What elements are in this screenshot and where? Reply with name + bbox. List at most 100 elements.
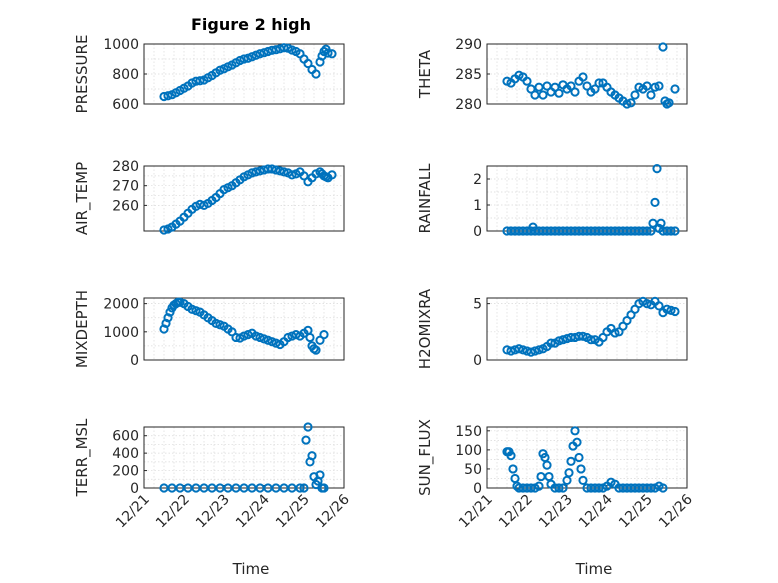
- data-point: [534, 481, 544, 491]
- data-point: [642, 226, 652, 236]
- data-point: [275, 166, 285, 176]
- data-point: [666, 226, 676, 236]
- data-point: [578, 72, 588, 82]
- y-axis-label: PRESSURE: [73, 35, 91, 114]
- y-tick-label: 0: [473, 353, 482, 369]
- data-point: [578, 475, 588, 485]
- data-point: [666, 305, 676, 315]
- data-point: [263, 46, 273, 57]
- data-point: [255, 49, 265, 59]
- data-point: [163, 91, 173, 101]
- data-point: [287, 170, 297, 180]
- y-tick-label: 2000: [103, 297, 139, 313]
- data-point: [299, 483, 309, 493]
- data-point: [534, 345, 544, 355]
- data-point: [311, 345, 321, 355]
- data-point: [558, 335, 568, 345]
- data-point: [319, 483, 329, 493]
- data-point: [311, 69, 321, 79]
- x-tick-label: 12/21: [113, 492, 153, 532]
- xlabel-right: Time: [575, 560, 613, 578]
- plot-area: [486, 426, 688, 489]
- plot-border: [143, 426, 345, 489]
- data-point: [279, 167, 289, 177]
- y-tick-label: 100: [455, 443, 482, 459]
- data-point: [303, 422, 313, 432]
- data-point: [506, 346, 516, 356]
- data-point: [670, 306, 680, 317]
- plot-border: [486, 297, 688, 361]
- data-point: [574, 452, 584, 463]
- y-axis-label: AIR_TEMP: [73, 162, 92, 235]
- xlabel-left: Time: [232, 560, 270, 578]
- panel-mixdepth: 0 1000 2000 MIXDEPTH: [73, 290, 345, 369]
- data-point: [594, 483, 604, 493]
- data-point: [159, 225, 169, 235]
- x-tick-label: 12/22: [153, 492, 193, 532]
- y-tick-label: 1000: [103, 325, 139, 341]
- data-point: [542, 460, 552, 470]
- y-tick-label: 200: [112, 464, 139, 480]
- x-tick-label: 12/23: [536, 492, 576, 532]
- y-tick-label: 280: [455, 97, 482, 113]
- x-tick-label: 12/23: [193, 492, 233, 532]
- y-axis-label: THETA: [416, 49, 434, 99]
- x-tick-label: 12/24: [233, 491, 273, 531]
- panel-theta: 280 285 290 THETA: [416, 37, 688, 113]
- data-point: [564, 468, 574, 478]
- data-point: [279, 43, 289, 53]
- y-tick-label: 0: [473, 481, 482, 497]
- data-point: [646, 483, 656, 493]
- panel-h2omixra: 0 5 H2OMIXRA: [416, 288, 688, 369]
- data-point: [159, 91, 169, 102]
- data-point: [526, 483, 536, 493]
- plot-border: [143, 165, 345, 232]
- data-point: [259, 48, 269, 58]
- data-point: [654, 301, 664, 311]
- y-tick-label: 600: [112, 429, 139, 445]
- x-tick-label: 12/24: [576, 491, 616, 531]
- data-point: [538, 90, 548, 100]
- y-tick-label: 150: [455, 424, 482, 440]
- data-point: [566, 456, 576, 466]
- data-point: [315, 470, 325, 480]
- data-point: [554, 88, 564, 98]
- y-axis-label: RAINFALL: [416, 163, 434, 234]
- data-point: [514, 344, 524, 354]
- data-point: [654, 81, 664, 91]
- y-axis-label: H2OMIXRA: [416, 288, 434, 369]
- data-point: [526, 347, 536, 357]
- data-point: [590, 84, 600, 94]
- data-point: [271, 45, 281, 55]
- panel-rainfall: 0 1 2 RAINFALL: [416, 163, 688, 240]
- data-point: [305, 332, 315, 343]
- data-point: [239, 54, 249, 64]
- data-point: [622, 99, 632, 109]
- data-point: [195, 76, 205, 86]
- plot-border: [143, 297, 345, 361]
- data-point: [626, 98, 636, 108]
- data-point: [566, 81, 576, 91]
- data-point: [522, 76, 532, 86]
- data-point: [610, 328, 620, 338]
- y-tick-label: 50: [464, 462, 482, 478]
- data-point: [658, 483, 668, 493]
- y-tick-label: 290: [455, 37, 482, 53]
- x-tick-label: 12/26: [656, 491, 696, 531]
- data-point: [558, 483, 568, 493]
- y-tick-label: 0: [130, 353, 139, 369]
- data-point: [255, 166, 265, 176]
- data-point: [327, 49, 337, 59]
- data-point: [327, 170, 337, 180]
- data-point: [650, 82, 660, 92]
- y-tick-label: 0: [130, 481, 139, 497]
- y-tick-label: 5: [473, 297, 482, 313]
- data-point: [299, 171, 309, 181]
- data-point: [670, 84, 680, 94]
- panel-pressure: 600 800 1000 PRESSURE: [73, 35, 345, 114]
- data-point: [656, 218, 666, 228]
- data-point: [508, 464, 518, 474]
- data-point: [546, 338, 556, 348]
- data-point: [578, 331, 588, 341]
